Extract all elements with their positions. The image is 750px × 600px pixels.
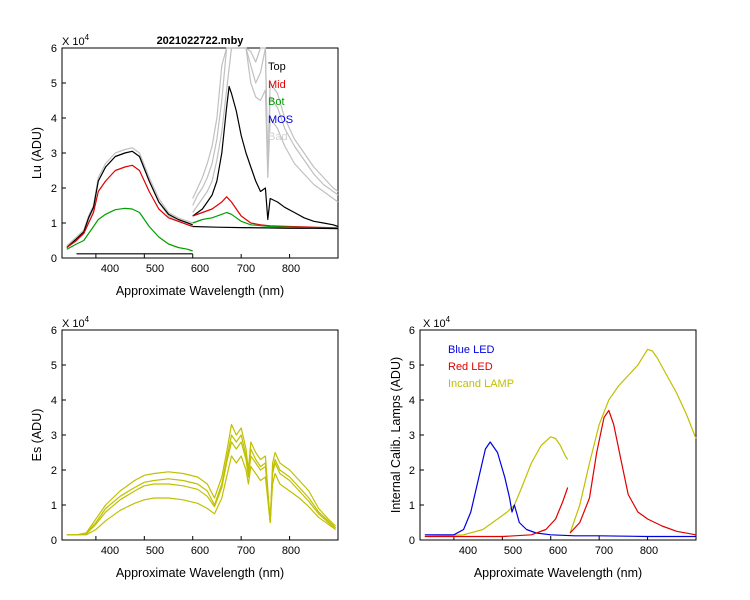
lu-xtick-label: 500: [146, 263, 164, 275]
es-x-axis-label: Approximate Wavelength (nm): [116, 566, 284, 580]
lu-multiplier: X 104: [62, 33, 90, 48]
es-multiplier: X 104: [62, 315, 90, 330]
es-x-ticks: 400 500 600 700 800: [101, 545, 300, 557]
es-ytick-label: 0: [51, 535, 57, 547]
es-ytick-label: 1: [51, 500, 57, 512]
lu-ytick-label: 5: [51, 78, 57, 90]
lamps-y-ticks: 0 1 2 3 4 5 6: [409, 325, 415, 547]
lamps-panel: X 104 0 1 2 3 4 5 6 400 500 600 700 800 …: [389, 315, 697, 580]
lamps-ytick-label: 4: [409, 395, 415, 407]
es-panel: X 104 0 1 2 3 4 5 6 400 500 600 700 800 …: [30, 315, 339, 580]
es-xtick-label: 800: [282, 545, 300, 557]
lu-xtick-label: 400: [101, 263, 119, 275]
es-xtick-label: 700: [237, 545, 255, 557]
es-y-ticks: 0 1 2 3 4 5 6: [51, 325, 57, 547]
lu-title: 2021022722.mby: [157, 35, 245, 47]
lamps-x-axis-label: Approximate Wavelength (nm): [474, 566, 642, 580]
lamps-xtick-label: 400: [459, 545, 477, 557]
lu-series-bot: [192, 211, 339, 229]
lu-series-top: [192, 85, 339, 228]
es-series-es: [66, 455, 336, 536]
es-ytick-label: 3: [51, 430, 57, 442]
lu-legend-mid: Mid: [268, 79, 286, 91]
lamps-ytick-label: 6: [409, 325, 415, 337]
lamps-ytick-label: 3: [409, 430, 415, 442]
lu-series-mos: [192, 225, 339, 230]
lu-series-bot: [66, 207, 193, 252]
lamps-series-incand-lamp: [569, 348, 697, 534]
lu-xtick-label: 700: [237, 263, 255, 275]
lamps-multiplier: X 104: [423, 315, 451, 330]
lamps-series-blue-led: [424, 441, 696, 538]
lu-y-axis-label: Lu (ADU): [30, 127, 44, 179]
lamps-legend-incand-lamp: Incand LAMP: [448, 378, 514, 390]
lu-ytick-label: 4: [51, 113, 57, 125]
lamps-series-red-led: [424, 487, 569, 538]
lamps-legend-red-led: Red LED: [448, 361, 493, 373]
lamps-xtick-label: 800: [640, 545, 658, 557]
es-xtick-label: 400: [101, 545, 119, 557]
lu-x-axis-label: Approximate Wavelength (nm): [116, 284, 284, 298]
lu-ytick-label: 2: [51, 183, 57, 195]
lamps-ytick-label: 5: [409, 360, 415, 372]
lu-series-bad: [192, 47, 339, 199]
lamps-y-axis-label: Internal Calib. Lamps (ADU): [389, 357, 403, 513]
lu-xtick-label: 600: [191, 263, 209, 275]
lamps-xtick-label: 700: [595, 545, 613, 557]
lu-series-mid: [192, 196, 339, 229]
lu-legend-mos: MOS: [268, 114, 293, 126]
lu-series-bad: [66, 147, 193, 247]
lamps-series-red-led: [569, 409, 697, 536]
lu-series-top: [66, 150, 193, 248]
lu-ytick-label: 6: [51, 43, 57, 55]
es-xtick-label: 500: [146, 545, 164, 557]
lamps-ytick-label: 1: [409, 500, 415, 512]
es-series-es: [66, 434, 337, 536]
lamps-legend-blue-led: Blue LED: [448, 344, 495, 356]
lu-series-bad: [192, 47, 339, 206]
lamps-ytick-label: 2: [409, 465, 415, 477]
lu-panel: 2021022722.mby X 104 0 1 2 3 4 5 6 400 5…: [30, 33, 339, 298]
es-series-es: [66, 423, 337, 536]
lu-legend: Top Mid Bot MOS Bad: [268, 61, 293, 143]
lamps-series-lines: [424, 348, 697, 538]
es-ytick-label: 4: [51, 395, 57, 407]
es-xtick-label: 600: [191, 545, 209, 557]
lu-tick-marks: [62, 47, 291, 259]
lu-legend-bad: Bad: [268, 131, 288, 143]
es-series-lines: [66, 423, 337, 536]
lamps-ytick-label: 0: [409, 535, 415, 547]
lu-x-ticks: 400 500 600 700 800: [101, 263, 300, 275]
es-y-axis-label: Es (ADU): [30, 409, 44, 462]
lu-series-bad: [192, 47, 339, 213]
es-tick-marks: [62, 329, 291, 541]
lamps-series-incand-lamp: [424, 436, 569, 538]
lu-series-lines: [66, 47, 339, 255]
es-series-es: [66, 441, 337, 536]
lu-y-ticks: 0 1 2 3 4 5 6: [51, 43, 57, 265]
lu-ytick-label: 0: [51, 253, 57, 265]
es-ytick-label: 5: [51, 360, 57, 372]
es-ytick-label: 2: [51, 465, 57, 477]
lamps-xtick-label: 600: [549, 545, 567, 557]
lamps-x-ticks: 400 500 600 700 800: [459, 545, 658, 557]
lu-ytick-label: 3: [51, 148, 57, 160]
lu-legend-bot: Bot: [268, 96, 285, 108]
lamps-legend: Blue LED Red LED Incand LAMP: [448, 344, 514, 390]
lu-ytick-label: 1: [51, 218, 57, 230]
lu-series-mid: [66, 164, 193, 248]
lu-xtick-label: 800: [282, 263, 300, 275]
lu-legend-top: Top: [268, 61, 286, 73]
es-ytick-label: 6: [51, 325, 57, 337]
lamps-xtick-label: 500: [504, 545, 522, 557]
